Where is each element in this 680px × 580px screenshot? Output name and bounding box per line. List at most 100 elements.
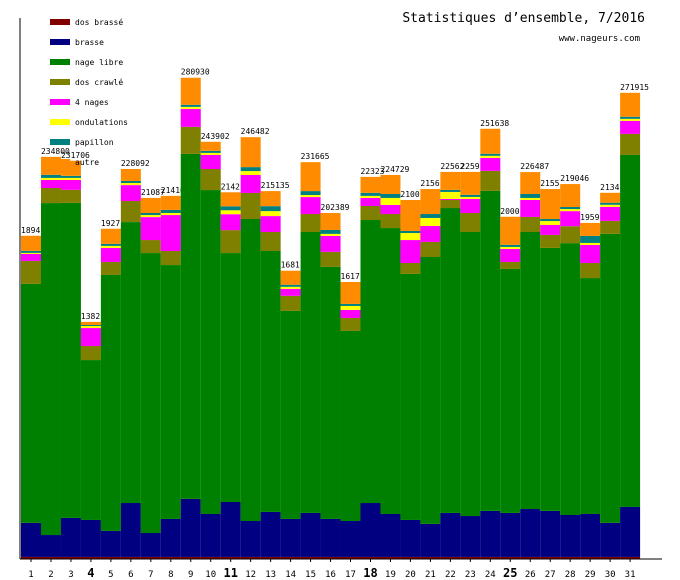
bar-segment bbox=[420, 226, 441, 242]
bar-segment bbox=[360, 176, 381, 193]
bar-segment bbox=[120, 503, 141, 557]
bar-segment bbox=[400, 233, 421, 241]
bar-segment bbox=[260, 251, 281, 512]
bar-segment bbox=[120, 222, 141, 504]
bar-segment bbox=[200, 169, 221, 191]
bar-segment bbox=[500, 216, 521, 245]
legend-label: brasse bbox=[75, 38, 104, 47]
bar-segment bbox=[440, 556, 461, 559]
bar-segment bbox=[220, 501, 241, 557]
bar-segment bbox=[360, 197, 381, 206]
bar-segment bbox=[540, 224, 561, 235]
bar-segment bbox=[480, 155, 501, 158]
bar-segment bbox=[600, 522, 621, 557]
legend-swatch bbox=[50, 59, 70, 65]
x-tick-label: 16 bbox=[325, 570, 336, 580]
x-tick-label: 2 bbox=[48, 570, 53, 580]
bar-segment bbox=[540, 510, 561, 557]
bar-segment bbox=[560, 243, 581, 516]
x-tick-label: 24 bbox=[485, 570, 496, 580]
bar-segment bbox=[160, 212, 181, 216]
x-tick-label: 30 bbox=[605, 570, 616, 580]
bar-segment bbox=[160, 251, 181, 266]
total-label: 228092 bbox=[121, 159, 150, 168]
bar-segment bbox=[540, 247, 561, 511]
bar-segment bbox=[320, 251, 341, 267]
bar-segment bbox=[140, 253, 161, 533]
bar-segment bbox=[120, 556, 141, 559]
legend-label: dos crawlé bbox=[75, 77, 123, 87]
total-label: 22323 bbox=[360, 167, 384, 176]
x-tick-label: 14 bbox=[285, 570, 296, 580]
bar-segment bbox=[200, 556, 221, 559]
bar-segment bbox=[240, 218, 261, 521]
bar-segment bbox=[520, 199, 541, 217]
bar-segment bbox=[620, 154, 641, 507]
bar-segment bbox=[60, 177, 81, 180]
bar-segment bbox=[160, 209, 181, 213]
bar-segment bbox=[40, 177, 61, 180]
total-label: 280930 bbox=[181, 68, 210, 77]
bar-segment bbox=[620, 92, 641, 117]
bar-segment bbox=[180, 153, 201, 499]
bar-segment bbox=[280, 270, 301, 285]
legend-swatch bbox=[50, 159, 70, 165]
total-label: 1617 bbox=[341, 272, 360, 281]
bar-segment bbox=[520, 232, 541, 510]
bar-segment bbox=[540, 221, 561, 225]
bar-segment bbox=[380, 513, 401, 557]
bar-segment bbox=[420, 214, 441, 218]
total-label: 1894 bbox=[21, 226, 40, 235]
bar-segment bbox=[100, 228, 121, 244]
bar-segment bbox=[400, 273, 421, 520]
total-label: 234800 bbox=[41, 147, 70, 156]
bar-segment bbox=[40, 556, 61, 559]
bar-segment bbox=[420, 241, 441, 257]
bar-segment bbox=[280, 310, 301, 519]
bar-segment bbox=[160, 518, 181, 557]
bar-segment bbox=[260, 216, 281, 233]
bar-segment bbox=[240, 174, 261, 193]
total-label: 1959 bbox=[580, 213, 599, 222]
legend-swatch bbox=[50, 39, 70, 45]
bar-segment bbox=[420, 217, 441, 227]
x-tick-label: 5 bbox=[108, 570, 113, 580]
x-tick-label: 1 bbox=[28, 570, 33, 580]
x-tick-label: 26 bbox=[525, 570, 536, 580]
bar-segment bbox=[240, 520, 261, 557]
x-tick-label: 27 bbox=[545, 570, 556, 580]
bar-segment bbox=[200, 141, 221, 151]
bar-segment bbox=[220, 253, 241, 502]
bar-segment bbox=[180, 77, 201, 105]
bar-segment bbox=[300, 197, 321, 215]
bar-segment bbox=[340, 330, 361, 521]
total-label: 2156 bbox=[420, 179, 439, 188]
bar-segment bbox=[500, 512, 521, 557]
total-label: 231706 bbox=[61, 151, 90, 160]
bar-segment bbox=[460, 194, 481, 197]
bar-segment bbox=[140, 240, 161, 254]
bar-segment bbox=[21, 260, 41, 284]
bar-segment bbox=[560, 556, 581, 559]
total-label: 246482 bbox=[241, 127, 270, 136]
bar-segment bbox=[320, 229, 341, 234]
bar-segment bbox=[40, 188, 61, 204]
bar-segment bbox=[480, 556, 501, 559]
bar-segment bbox=[100, 274, 121, 531]
bar-segment bbox=[280, 288, 301, 296]
bar-segment bbox=[21, 235, 41, 251]
total-label: 2134 bbox=[600, 183, 619, 192]
bar-segment bbox=[140, 532, 161, 557]
bar-segment bbox=[100, 530, 121, 557]
bar-segment bbox=[100, 556, 121, 559]
bar-segment bbox=[480, 153, 501, 156]
total-label: 231665 bbox=[301, 152, 330, 161]
bar-segment bbox=[340, 317, 361, 331]
bar-segment bbox=[120, 201, 141, 223]
total-label: 226487 bbox=[520, 162, 549, 171]
bar-segment bbox=[440, 512, 461, 557]
bar-segment bbox=[300, 191, 321, 196]
bar-segment bbox=[460, 516, 481, 557]
x-tick-label: 7 bbox=[148, 570, 153, 580]
